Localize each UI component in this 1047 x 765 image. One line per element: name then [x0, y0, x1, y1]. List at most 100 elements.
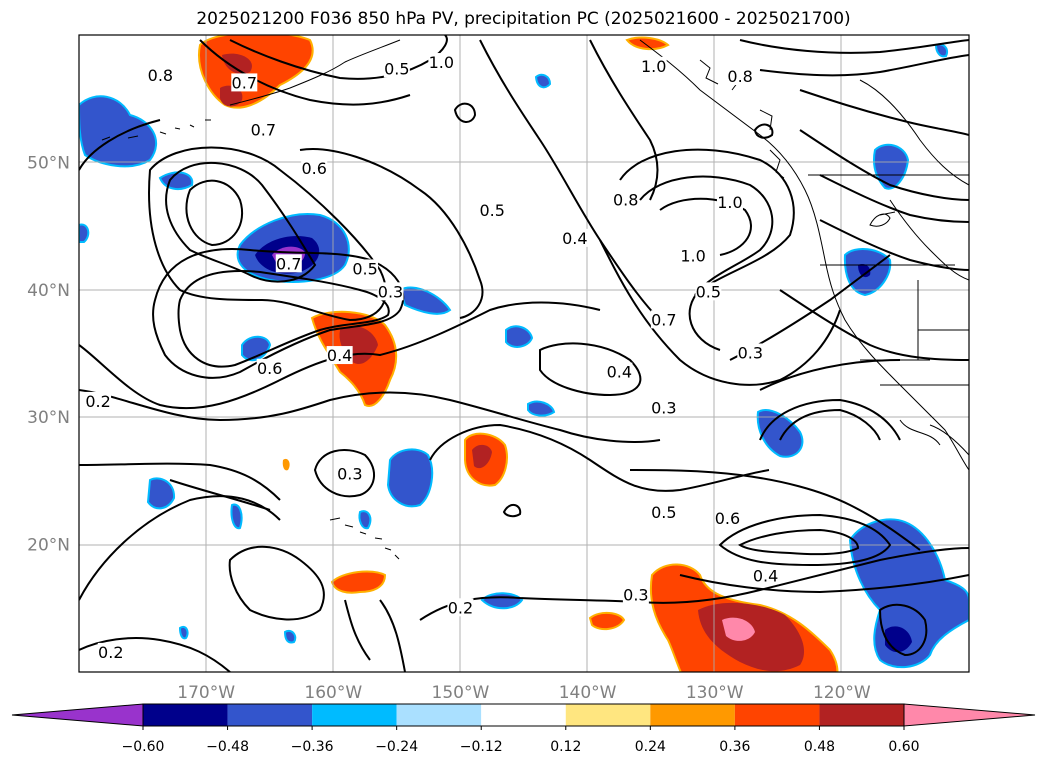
map-background: [79, 35, 969, 672]
contour-label-bg: [97, 642, 124, 661]
contour-label-bg: [716, 193, 743, 212]
contour-label: 0.5: [651, 503, 676, 522]
lon-tick-label: 140°W: [559, 683, 617, 703]
contour-label: 0.6: [257, 359, 282, 378]
contour-label-bg: [447, 598, 474, 617]
colorbar-segment: [819, 704, 904, 726]
colorbar-label: −0.60: [122, 739, 165, 755]
contour-label-bg: [383, 59, 410, 78]
contour-label-bg: [561, 228, 588, 247]
lon-tick-label: 150°W: [432, 683, 490, 703]
contour-label: 0.6: [715, 509, 740, 528]
contour-label-bg: [326, 346, 353, 365]
colorbar-extend-min: [11, 703, 144, 727]
contour-label: 1.0: [641, 57, 666, 76]
lat-tick-label: 50°N: [27, 153, 70, 173]
contour-label: 0.3: [337, 465, 362, 484]
contour-label-bg: [612, 190, 639, 209]
colorbar-label: 0.12: [550, 739, 581, 755]
contour-label-bg: [479, 200, 506, 219]
colorbar-label: −0.48: [206, 739, 249, 755]
lat-tick-label: 40°N: [27, 281, 70, 301]
contour-label-bg: [428, 53, 455, 72]
contour-label-bg: [85, 391, 112, 410]
contour-label-bg: [727, 67, 754, 86]
contour-label: 0.5: [696, 282, 721, 301]
colorbar-frame: [142, 703, 905, 727]
contour-label-bg: [737, 343, 764, 362]
contour-label: 0.3: [738, 344, 763, 363]
colorbar-label: −0.24: [375, 739, 418, 755]
contour-label: 0.8: [613, 191, 638, 210]
lat-tick-label: 30°N: [27, 408, 70, 428]
colorbar-segment: [312, 704, 397, 726]
contour-label-bg: [695, 282, 722, 301]
contour-label-bg: [250, 120, 277, 139]
lon-tick-label: 120°W: [813, 683, 871, 703]
contour-label: 1.0: [429, 53, 454, 72]
graticule: [79, 35, 969, 672]
colorbar: −0.60 −0.48 −0.36 −0.24 −0.12 0.12 0.24 0.36 0.4…: [11, 703, 1036, 755]
contour-label-bg: [275, 254, 302, 273]
contour-label-bg: [752, 566, 779, 585]
contour-label: 0.8: [727, 67, 752, 86]
contour-label: 1.0: [717, 193, 742, 212]
colorbar-segment: [734, 704, 820, 726]
colorbar-label: −0.36: [291, 739, 334, 755]
coastlines: [101, 39, 969, 560]
contour-label-bg: [714, 509, 741, 528]
colorbar-label: 0.36: [719, 739, 750, 755]
contour-label-bg: [622, 585, 649, 604]
colorbar-segment: [565, 704, 651, 726]
contour-label: 0.7: [251, 121, 276, 140]
colorbar-segment: [481, 704, 566, 726]
contour-label: 0.2: [85, 392, 110, 411]
contour-label-bg: [650, 310, 677, 329]
lat-tick-label: 20°N: [27, 536, 70, 556]
contour-label-bg: [336, 464, 363, 483]
colorbar-label: −0.12: [460, 739, 503, 755]
contour-label: 0.2: [98, 643, 123, 662]
contour-label: 0.4: [327, 346, 352, 365]
contour-label: 0.4: [562, 229, 587, 248]
contour-label: 0.8: [148, 66, 173, 85]
colorbar-segment: [650, 704, 735, 726]
colorbar-segment: [396, 704, 482, 726]
contour-label-bg: [640, 56, 667, 75]
colorbar-extend-max: [903, 703, 1036, 727]
map-title: 2025021200 F036 850 hPa PV, precipitatio…: [196, 9, 851, 29]
contour-label-bg: [147, 65, 174, 84]
colorbar-label: 0.60: [888, 739, 919, 755]
contour-label: 0.5: [352, 259, 377, 278]
colorbar-segment: [227, 704, 313, 726]
contour-label-bg: [606, 362, 633, 381]
contour-label: 0.3: [651, 398, 676, 417]
lon-tick-label: 170°W: [177, 683, 235, 703]
lon-tick-label: 160°W: [304, 683, 362, 703]
contour-label-bg: [377, 282, 404, 301]
contour-label: 1.0: [680, 247, 705, 266]
contour-label: 0.7: [276, 254, 301, 273]
colorbar-label: 0.24: [635, 739, 666, 755]
contour-label: 0.5: [479, 201, 504, 220]
map-frame: [78, 34, 970, 673]
contour-label-bg: [650, 502, 677, 521]
contour-label: 0.3: [623, 586, 648, 605]
contour-label: 0.5: [384, 59, 409, 78]
contour-label: 0.4: [607, 363, 632, 382]
colorbar-segment: [143, 704, 228, 726]
contour-label-bg: [650, 398, 677, 417]
contour-label: 0.7: [651, 310, 676, 329]
colorbar-label: 0.48: [804, 739, 835, 755]
contour-label-bg: [256, 358, 283, 377]
contour-label: 0.3: [378, 282, 403, 301]
contour-label-bg: [301, 158, 328, 177]
contour-label: 0.7: [232, 73, 257, 92]
contour-label: 0.4: [753, 566, 778, 585]
contour-label: 0.2: [448, 598, 473, 617]
contour-label-bg: [680, 246, 707, 265]
axis-labels: 170°W 160°W 150°W 140°W 130°W 120°W 20°N 30°N 40…: [27, 153, 871, 703]
contour-labels: 0.8 0.7 0.5 1.0 1.0 0.8 0.7 0.6 0.5 0.4 0.8 1.0 1.0 0…: [85, 53, 779, 662]
contour-label-bg: [352, 259, 379, 278]
